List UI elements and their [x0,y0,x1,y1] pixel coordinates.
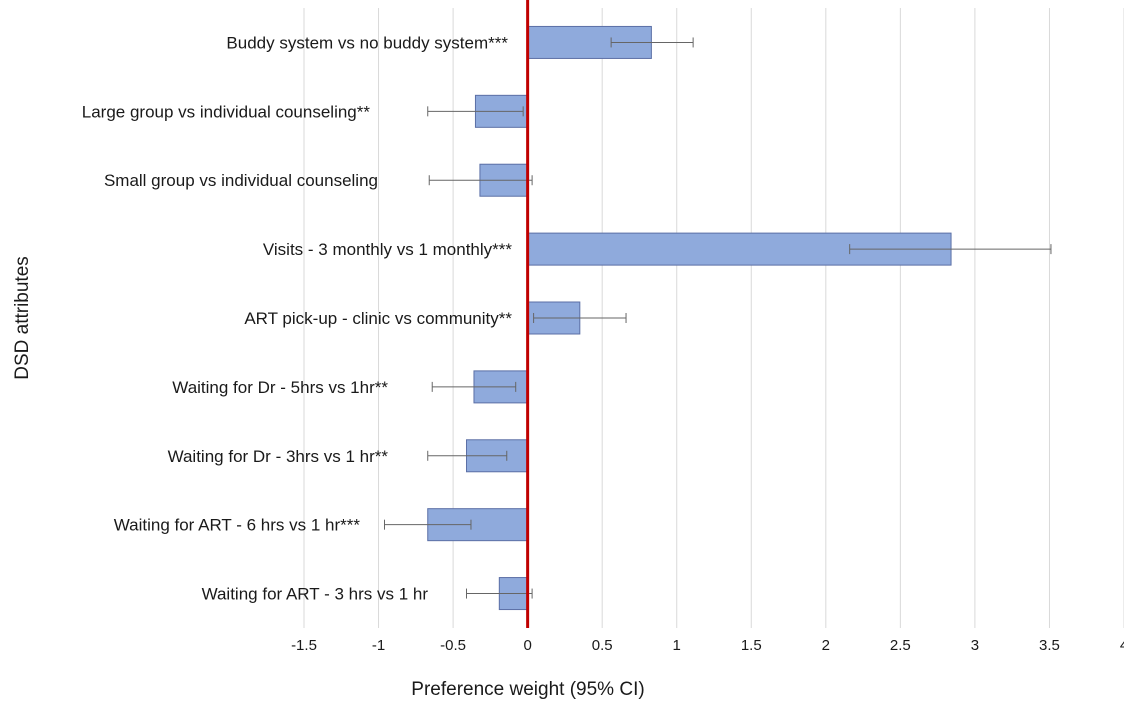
category-label: Small group vs individual counseling [104,171,378,190]
error-bar [427,450,508,461]
category-label: Visits - 3 monthly vs 1 monthly*** [263,240,512,259]
error-bar [428,175,533,186]
error-bar [427,106,524,117]
error-bar [610,37,694,48]
error-bars [384,37,1052,599]
x-tick-label: 3 [971,637,979,654]
category-labels: Buddy system vs no buddy system*** Large … [82,33,513,603]
x-tick-label: -1 [372,637,385,654]
x-tick-label: 0.5 [592,637,613,654]
category-label: Waiting for Dr - 3hrs vs 1 hr** [168,447,389,466]
error-bar [431,381,517,392]
x-tick-label: 4 [1120,637,1124,654]
error-bar [384,519,472,530]
category-label: Waiting for ART - 6 hrs vs 1 hr*** [114,516,361,535]
x-tick-label: 2.5 [890,637,911,654]
x-tick-label: 1 [673,637,681,654]
category-label: Waiting for ART - 3 hrs vs 1 hr [202,585,429,604]
x-tick-label: 2 [822,637,830,654]
x-tick-label: 0 [523,637,531,654]
x-tick-label: 1.5 [741,637,762,654]
category-label: ART pick-up - clinic vs community** [244,309,512,328]
x-axis-title: Preference weight (95% CI) [411,679,644,700]
category-label: Large group vs individual counseling** [82,102,371,121]
y-axis-title: DSD attributes [12,256,33,380]
category-label: Buddy system vs no buddy system*** [226,33,508,52]
error-bar [533,313,627,323]
x-tick-label: 3.5 [1039,637,1060,654]
error-bar [466,588,533,599]
x-tick-labels: -1.5 -1 -0.5 0 0.5 1 1.5 2 2.5 3 3.5 4 [291,637,1124,654]
category-label: Waiting for Dr - 5hrs vs 1hr** [172,378,388,397]
error-bar [849,244,1052,255]
x-tick-label: -1.5 [291,637,317,654]
x-tick-label: -0.5 [440,637,466,654]
